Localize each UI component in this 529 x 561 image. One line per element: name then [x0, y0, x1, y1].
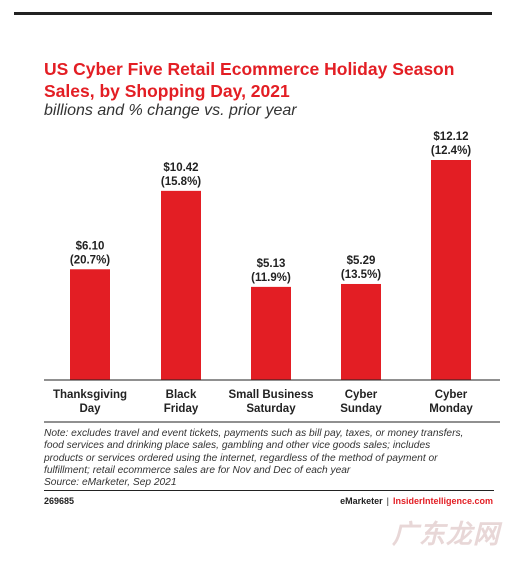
brand-insider-intelligence: InsiderIntelligence.com [392, 496, 493, 506]
x-tick-label: Saturday [246, 403, 296, 415]
x-tick-label: Cyber [345, 389, 378, 401]
x-tick-label: Day [79, 403, 101, 415]
value-label: $5.13 [257, 258, 286, 270]
value-label: $6.10 [76, 240, 105, 252]
bar [431, 160, 471, 380]
brand-separator: | [386, 496, 389, 506]
value-label: $5.29 [347, 255, 376, 267]
value-label: $10.42 [163, 162, 198, 174]
change-label: (13.5%) [341, 269, 381, 281]
chart-title: US Cyber Five Retail Ecommerce Holiday S… [44, 59, 455, 101]
bar [341, 283, 381, 380]
source-line: Source: eMarketer, Sep 2021 [44, 477, 177, 489]
chart-id: 269685 [44, 496, 75, 506]
change-label: (15.8%) [161, 176, 201, 188]
value-label: $12.12 [433, 131, 468, 143]
footer-brand: eMarketer | InsiderIntelligence.com [340, 496, 493, 506]
x-tick-label: Black [166, 389, 197, 401]
bar [70, 269, 110, 380]
x-tick-label: Monday [429, 403, 473, 415]
chart-subtitle: billions and % change vs. prior year [44, 102, 297, 119]
note-line: Note: excludes travel and event tickets,… [44, 428, 464, 439]
bar [251, 286, 291, 380]
x-tick-label: Small Business [228, 389, 313, 401]
footer-rule [44, 490, 494, 491]
brand-emarketer: eMarketer [340, 496, 383, 506]
watermark-logo: 广东龙网 [392, 519, 501, 549]
change-label: (11.9%) [251, 272, 291, 284]
x-tick-label: Sunday [340, 403, 382, 415]
change-label: (20.7%) [70, 254, 110, 266]
x-tick-label: Friday [164, 403, 199, 415]
top-rule [14, 12, 492, 15]
note-line: products or services ordered using the i… [44, 452, 438, 464]
note-line: fulfillment; retail ecommerce sales are … [44, 464, 351, 476]
bar [161, 190, 201, 380]
x-tick-label: Thanksgiving [53, 389, 127, 401]
change-label: (12.4%) [431, 145, 471, 157]
x-tick-label: Cyber [435, 389, 468, 401]
note-line: food services and drinking place sales, … [44, 440, 431, 452]
chart-note: Note: excludes travel and event tickets,… [44, 428, 504, 489]
